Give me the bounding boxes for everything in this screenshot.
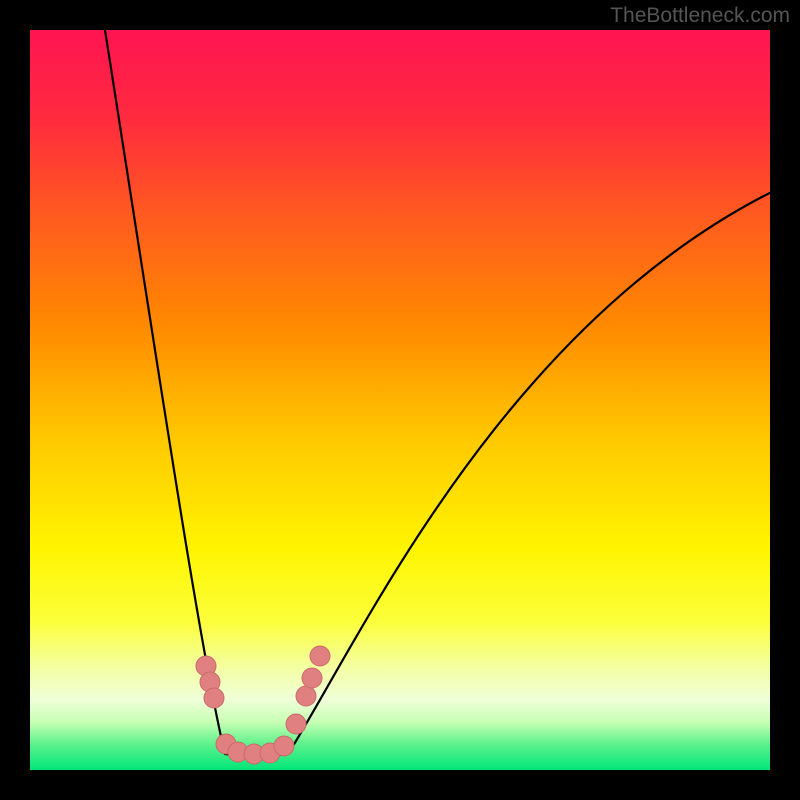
data-marker bbox=[286, 714, 306, 734]
chart-frame: TheBottleneck.com bbox=[0, 0, 800, 800]
data-marker bbox=[302, 668, 322, 688]
resonance-chart bbox=[0, 0, 800, 800]
data-marker bbox=[310, 646, 330, 666]
chart-background-gradient bbox=[30, 30, 770, 770]
watermark-text: TheBottleneck.com bbox=[610, 4, 790, 28]
data-marker bbox=[296, 686, 316, 706]
data-marker bbox=[204, 688, 224, 708]
data-marker bbox=[274, 736, 294, 756]
